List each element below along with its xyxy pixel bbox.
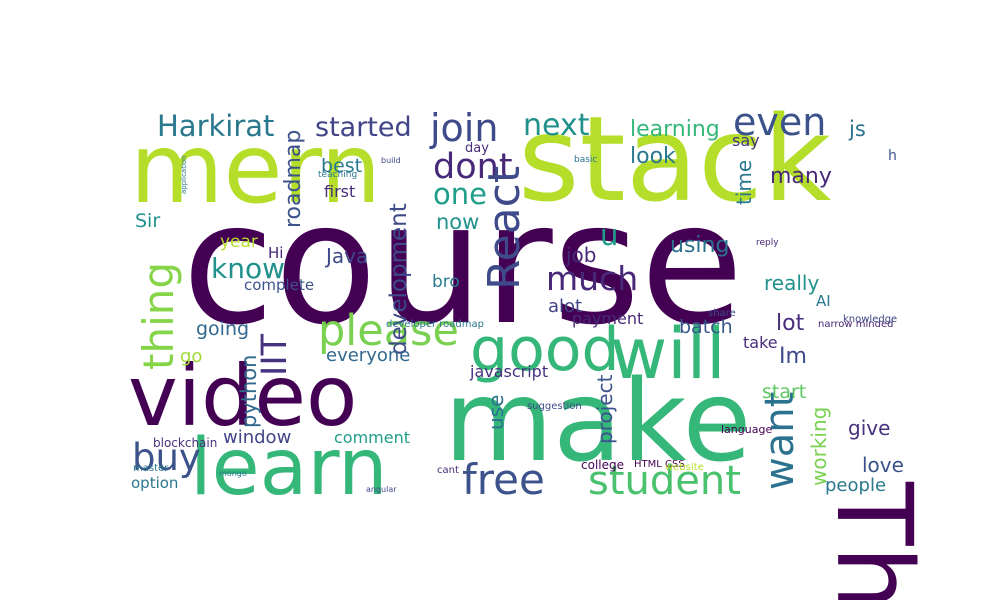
word-ai: AI <box>816 292 831 310</box>
word-html-css: HTML CSS <box>634 459 685 470</box>
word-payment: payment <box>572 309 643 328</box>
word-batch: batch <box>679 316 733 338</box>
word-alot: alot <box>548 296 582 317</box>
word-knowledge: knowledge <box>843 314 897 325</box>
word-buy: buy <box>132 436 201 479</box>
word-narrow-minded: narrow minded <box>818 319 893 330</box>
word-please: please <box>318 306 459 356</box>
word-make: make <box>444 357 752 487</box>
word-one: one <box>433 177 487 211</box>
word-suggestion: suggestion <box>527 401 582 412</box>
word-people: people <box>825 475 886 496</box>
word-say: say <box>732 131 760 150</box>
word-teaching: teaching <box>318 170 357 180</box>
word-started: started <box>315 112 412 143</box>
word-many: many <box>770 164 832 189</box>
word-java: Java <box>324 244 368 268</box>
word-cloud: coursestackmernmakevideolearnThankwillgo… <box>128 90 935 600</box>
word-development: development <box>386 203 412 355</box>
word-lot: lot <box>776 311 805 336</box>
word-developer-roadmap: developer roadmap <box>386 319 484 330</box>
word-day: day <box>465 141 489 156</box>
word-reply: reply <box>756 238 779 248</box>
word-language: language <box>721 423 772 436</box>
word-learning: learning <box>630 117 720 142</box>
word-h: h <box>888 148 897 164</box>
word-roadmap: roadmap <box>281 130 306 228</box>
word-look: look <box>630 144 676 169</box>
word-u: u <box>600 218 618 252</box>
word-much: much <box>546 259 638 298</box>
word-learn: learn <box>190 423 388 513</box>
word-student: student <box>588 458 741 504</box>
word-really: really <box>764 271 819 295</box>
word-dont: dont <box>433 147 513 187</box>
word-job: job <box>565 243 597 267</box>
word-go: go <box>180 346 202 367</box>
word-window: window <box>223 427 291 448</box>
word-free: free <box>462 455 545 504</box>
word-website: website <box>665 462 704 473</box>
word-know: know <box>211 252 285 285</box>
word-blockchain: blockchain <box>153 436 217 450</box>
word-best: best <box>321 155 362 177</box>
word-stack: stack <box>518 90 831 228</box>
word-video: video <box>128 347 357 445</box>
word-bro: bro <box>432 272 460 292</box>
word-want: want <box>757 392 803 490</box>
word-im: Im <box>779 344 807 369</box>
word-hi: Hi <box>268 244 283 262</box>
word-course: course <box>182 166 744 362</box>
word-join: join <box>429 106 498 150</box>
word-give: give <box>848 416 890 440</box>
word-share: share <box>708 308 736 319</box>
word-sir: Sir <box>135 210 160 232</box>
word-javascript: javascript <box>469 362 548 381</box>
word-react: React <box>479 166 530 290</box>
word-harkirat: Harkirat <box>157 109 274 143</box>
word-take: take <box>743 333 778 352</box>
word-use: use <box>484 395 508 430</box>
word-mern: mern <box>130 113 381 225</box>
word-even: even <box>733 100 826 144</box>
word-everyone: everyone <box>326 345 410 366</box>
word-going: going <box>196 318 249 340</box>
word-build: build <box>381 156 401 165</box>
word-time: time <box>732 160 756 205</box>
word-thing: thing <box>134 262 183 370</box>
word-master: master <box>133 463 169 474</box>
word-college: college <box>581 458 624 472</box>
word-mongo: mongo <box>219 469 247 478</box>
word-will: will <box>610 313 726 395</box>
word-next: next <box>523 108 590 143</box>
word-love: love <box>862 453 904 477</box>
word-python: python <box>237 355 261 428</box>
word-project: project <box>593 374 617 444</box>
word-working: working <box>807 407 831 486</box>
word-basic: basic <box>574 155 597 165</box>
word-option: option <box>131 474 178 492</box>
word-angular: angular <box>366 485 397 494</box>
cloud-area <box>128 112 896 496</box>
word-cant: cant <box>437 465 459 476</box>
word-iit: IIT <box>255 333 295 376</box>
word-using: using <box>670 233 729 258</box>
word-application: application <box>180 155 188 194</box>
word-start: start <box>762 381 806 403</box>
word-now: now <box>436 210 479 234</box>
word-complete: complete <box>244 276 314 294</box>
word-year: year <box>220 232 258 252</box>
word-good: good <box>470 315 620 385</box>
word-comment: comment <box>334 428 410 447</box>
word-thank: Thank <box>813 481 935 600</box>
word-js: js <box>848 117 866 141</box>
word-first: first <box>324 182 355 201</box>
